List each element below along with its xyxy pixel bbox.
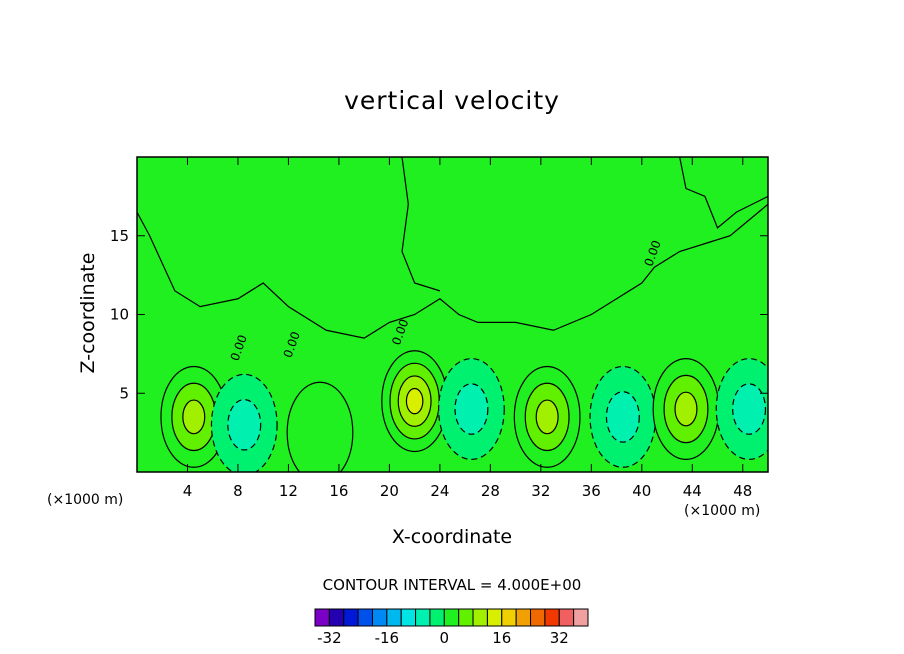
x-tick-label: 24 bbox=[430, 482, 449, 500]
x-tick-label: 36 bbox=[582, 482, 601, 500]
contour-updraft-5-level-3 bbox=[535, 399, 559, 435]
colorbar-swatch bbox=[443, 608, 460, 627]
x-tick-label: 28 bbox=[481, 482, 500, 500]
contour-line-top bbox=[401, 157, 441, 292]
contour-downdraft-6-level-2 bbox=[605, 391, 640, 443]
y-tick-label: 10 bbox=[110, 306, 129, 324]
colorbar: -32 -16 0 16 32 bbox=[314, 608, 589, 647]
y-tick-label: 15 bbox=[110, 227, 129, 245]
colorbar-swatch bbox=[458, 608, 474, 627]
colorbar-swatch bbox=[314, 608, 330, 627]
colorbar-swatch bbox=[386, 608, 402, 627]
colorbar-tick-label: 32 bbox=[550, 629, 569, 647]
colorbar-tick-label: -16 bbox=[375, 629, 400, 647]
colorbar-swatch bbox=[371, 608, 388, 627]
colorbar-swatch bbox=[472, 608, 488, 627]
colorbar-swatch bbox=[429, 608, 445, 627]
colorbar-swatch bbox=[501, 608, 517, 627]
colorbar-swatch bbox=[573, 608, 589, 627]
x-axis-label: X-coordinate bbox=[391, 526, 513, 548]
colorbar-swatch bbox=[544, 608, 560, 627]
contour-downdraft-1-level-2 bbox=[227, 398, 262, 451]
colorbar-swatch bbox=[558, 608, 575, 627]
colorbar-tick-label: 16 bbox=[492, 629, 511, 647]
contour-downdraft-8-level-2 bbox=[732, 383, 767, 435]
x-tick-label: 12 bbox=[279, 482, 298, 500]
contour-interval-text: CONTOUR INTERVAL = 4.000E+00 bbox=[322, 576, 582, 594]
contour-updraft-2-level-1 bbox=[286, 381, 354, 472]
contour-field: 0.00 0.00 0.000.00 bbox=[137, 157, 768, 472]
y-tick-label: 5 bbox=[119, 384, 129, 402]
colorbar-swatch bbox=[415, 608, 431, 627]
x-tick-label: 20 bbox=[380, 482, 399, 500]
colorbar-swatch bbox=[343, 608, 359, 627]
contour-updraft-3-level-4 bbox=[405, 387, 424, 415]
x-tick-label: 4 bbox=[183, 482, 193, 500]
x-tick-label: 32 bbox=[531, 482, 550, 500]
contour-line-upper bbox=[137, 203, 768, 339]
colorbar-swatch bbox=[357, 608, 373, 627]
x-tick-label: 48 bbox=[733, 482, 752, 500]
x-tick-label: 8 bbox=[233, 482, 243, 500]
y-axis-label: Z-coordinate bbox=[77, 252, 99, 374]
contour-updraft-7-level-3 bbox=[674, 391, 698, 427]
x-unit-label-right: (×1000 m) bbox=[684, 503, 761, 519]
colorbar-tick-label: -32 bbox=[317, 629, 342, 647]
x-tick-label: 44 bbox=[683, 482, 702, 500]
colorbar-tick-label: 0 bbox=[440, 629, 450, 647]
contour-line-top-right bbox=[679, 157, 768, 229]
colorbar-swatch bbox=[530, 608, 546, 627]
x-unit-label-left: (×1000 m) bbox=[47, 492, 124, 508]
contour-downdraft-4-level-2 bbox=[454, 383, 489, 435]
colorbar-swatch bbox=[328, 608, 345, 627]
x-tick-label: 40 bbox=[632, 482, 651, 500]
colorbar-swatch bbox=[515, 608, 532, 627]
colorbar-swatch bbox=[486, 608, 503, 627]
chart-title: vertical velocity bbox=[344, 86, 560, 115]
contour-updraft-0-level-3 bbox=[182, 399, 206, 435]
x-tick-label: 16 bbox=[329, 482, 348, 500]
colorbar-swatch bbox=[400, 608, 417, 627]
